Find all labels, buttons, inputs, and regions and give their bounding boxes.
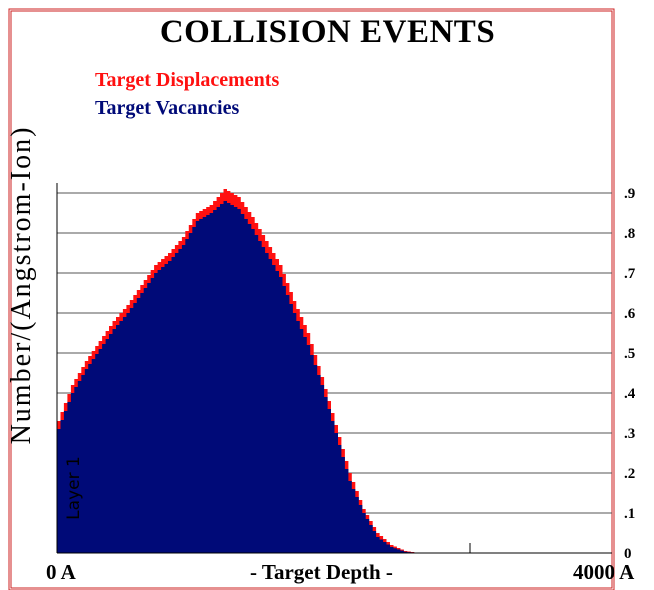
x-axis-label: - Target Depth -: [250, 560, 393, 584]
axes: [56, 183, 612, 554]
chart-title: COLLISION EVENTS: [159, 14, 496, 50]
y-tick-label: .2: [624, 466, 635, 482]
series-area-vacancies: [57, 201, 474, 553]
y-tick-label: 0: [624, 546, 632, 562]
y-tick-label: .1: [624, 506, 635, 522]
y-tick-label: .5: [624, 346, 635, 362]
y-tick-label: .9: [624, 186, 635, 202]
legend-entry-displacements: Target Displacements: [95, 69, 280, 91]
x-tick-label-min: 0 A: [46, 560, 76, 584]
y-tick-label: .4: [624, 386, 636, 402]
legend-entry-vacancies: Target Vacancies: [95, 97, 240, 119]
y-tick-labels: 0 .1 .2 .3 .4 .5 .6 .7 .8 .9: [624, 186, 636, 562]
x-tick-label-max: 4000 A: [573, 560, 635, 584]
outer-border: [8, 8, 615, 590]
y-axis-label: Number/(Angstrom-Ion): [6, 125, 37, 445]
series-areas: [57, 189, 474, 553]
inner-border: [10, 10, 613, 589]
y-tick-label: .3: [624, 426, 635, 442]
y-tick-label: .8: [624, 226, 635, 242]
y-tick-label: .6: [624, 306, 636, 322]
layer-annotation: Layer 1: [64, 456, 84, 520]
y-tick-label: .7: [624, 266, 636, 282]
